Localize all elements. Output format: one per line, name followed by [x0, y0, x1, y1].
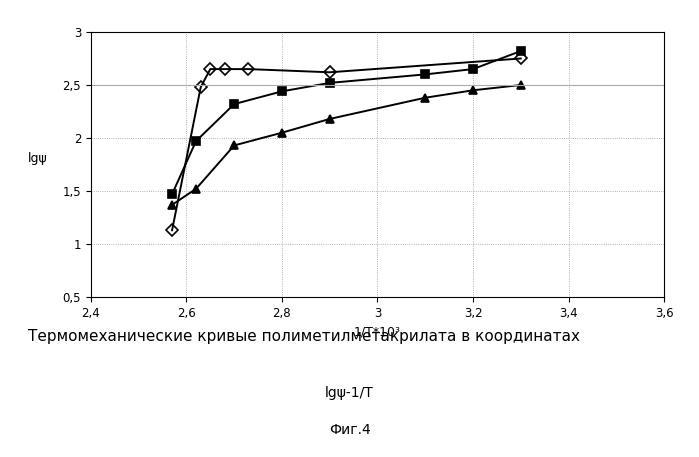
- Y-axis label: lgψ: lgψ: [28, 152, 48, 165]
- X-axis label: 1/T*10³: 1/T*10³: [354, 325, 401, 338]
- Text: lgψ-1/T: lgψ-1/T: [325, 386, 374, 400]
- Text: Фиг.4: Фиг.4: [329, 423, 370, 437]
- Text: Термомеханические кривые полиметилметакрилата в координатах: Термомеханические кривые полиметилметакр…: [28, 329, 580, 344]
